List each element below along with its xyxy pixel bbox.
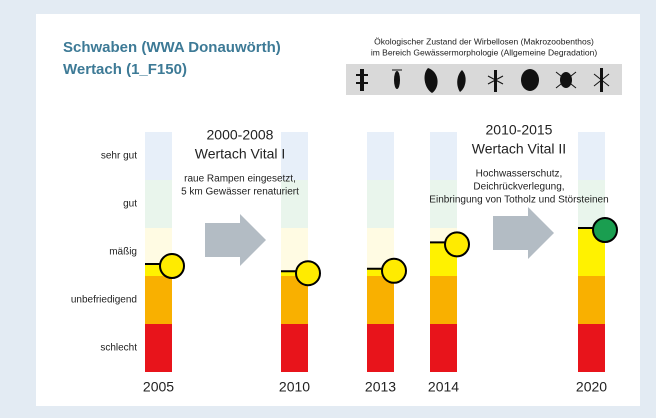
- status-fill: [578, 276, 605, 324]
- title: Wertach (1_F150): [63, 61, 187, 78]
- band: [578, 132, 605, 180]
- annotation-heading: 2000-2008: [207, 127, 274, 143]
- status-point: [382, 259, 406, 283]
- y-tick-label: unbefriedigend: [71, 295, 137, 306]
- subtitle: Ökologischer Zustand der Wirbellosen (Ma…: [374, 36, 594, 46]
- annotation-detail: Einbringung von Totholz und Störsteinen: [429, 195, 608, 206]
- annotation-heading: Wertach Vital II: [472, 141, 566, 157]
- status-point: [445, 232, 469, 256]
- x-tick-label: 2010: [279, 379, 310, 395]
- status-fill: [145, 276, 172, 324]
- x-tick-label: 2020: [576, 379, 607, 395]
- insect-strip: [346, 64, 622, 95]
- status-fill: [145, 324, 172, 372]
- status-fill: [430, 324, 457, 372]
- infographic: Schwaben (WWA Donauwörth) Wertach (1_F150…: [0, 0, 656, 413]
- annotation-detail: raue Rampen eingesetzt,: [184, 174, 296, 185]
- annotation-heading: 2010-2015: [486, 122, 553, 138]
- band: [145, 132, 172, 180]
- y-tick-label: gut: [123, 199, 137, 210]
- annotation-detail: Hochwasserschutz,: [476, 169, 563, 180]
- status-point: [593, 218, 617, 242]
- status-fill: [367, 276, 394, 324]
- y-tick-label: mäßig: [109, 247, 137, 258]
- y-tick-label: sehr gut: [101, 151, 137, 162]
- x-tick-label: 2013: [365, 379, 396, 395]
- band: [367, 132, 394, 180]
- y-tick-label: schlecht: [100, 343, 137, 354]
- status-fill: [578, 324, 605, 372]
- status-fill: [430, 276, 457, 324]
- status-fill: [281, 324, 308, 372]
- status-point: [160, 254, 184, 278]
- x-tick-label: 2005: [143, 379, 174, 395]
- band: [145, 180, 172, 228]
- x-tick-label: 2014: [428, 379, 459, 395]
- annotation-heading: Wertach Vital I: [195, 146, 286, 162]
- title: Schwaben (WWA Donauwörth): [63, 39, 281, 56]
- annotation-detail: 5 km Gewässer renaturiert: [181, 187, 299, 198]
- annotation-detail: Deichrückverlegung,: [473, 182, 564, 193]
- band: [430, 132, 457, 180]
- status-point: [296, 261, 320, 285]
- subtitle: im Bereich Gewässermorphologie (Allgemei…: [371, 47, 597, 57]
- band: [367, 180, 394, 228]
- status-fill: [367, 324, 394, 372]
